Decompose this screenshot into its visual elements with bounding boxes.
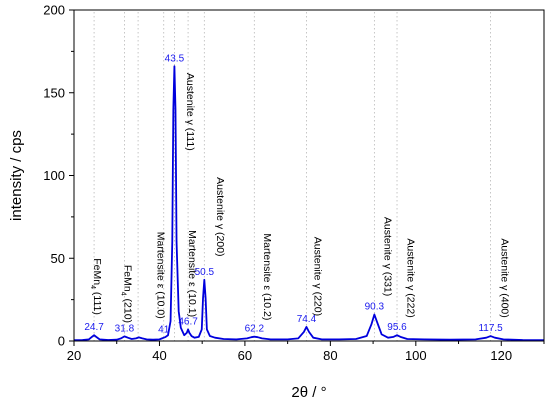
anno-austenite-111: Austenite γ (111) [184,73,196,151]
peak-label: 95.6 [387,322,407,333]
y-ticks: 0 50 100 150 200 [43,3,74,349]
reference-lines [93,12,491,341]
anno-austenite-331: Austenite γ (331) [382,217,394,296]
peak-label: 117.5 [478,323,503,334]
anno-martensite-101: Martensite ε (10.1) [186,230,198,317]
peak-labels: 24.7 31.8 41 43.5 46.7 50.5 62.2 74.4 90.395.6 11… [84,53,503,335]
anno-femn-111: FeMn4 (111) [89,258,103,315]
y-axis-title: intensity / cps [8,130,25,221]
x-tick-label: 60 [238,348,252,363]
peak-label: 43.5 [165,53,185,64]
anno-austenite-222: Austenite γ (222) [404,238,416,317]
axes [73,9,545,342]
anno-martensite-102: Martensite ε (10.2) [261,233,273,320]
x-tick-label: 80 [323,348,337,363]
y-tick-label: 200 [43,3,65,18]
peak-label: 90.3 [365,302,385,313]
anno-austenite-220: Austenite γ (220) [312,237,324,316]
x-tick-label: 20 [67,348,81,363]
y-tick-label: 100 [43,168,65,183]
peak-label: 62.2 [245,324,265,335]
anno-femn-210: FeMn4 (210) [119,265,133,323]
y-tick-label: 150 [43,85,65,100]
peak-label: 50.5 [195,267,215,278]
series-layer [73,65,545,342]
anno-austenite-400: Austenite γ (400) [498,238,510,317]
x-tick-label: 40 [152,348,166,363]
anno-austenite-200: Austenite γ (200) [214,177,226,256]
peak-label: 41 [158,325,170,336]
anno-martensite-100: Martensite ε (10.0) [155,232,167,319]
x-tick-label: 100 [405,348,427,363]
peak-label: 74.4 [297,314,317,325]
peak-label: 46.7 [178,316,198,327]
y-tick-label: 50 [51,251,65,266]
x-tick-label: 120 [490,348,512,363]
peak-label: 31.8 [115,323,135,334]
y-tick-label: 0 [58,334,65,349]
series-line [73,65,545,342]
x-ticks: 20 40 60 80 100 120 [67,341,545,363]
annotations: FeMn4 (111) FeMn4 (210) Martensite ε (10.0… [89,73,510,323]
plot-frame [73,9,545,342]
peak-label: 24.7 [84,322,104,333]
x-axis-title: 2θ / ° [291,384,326,401]
